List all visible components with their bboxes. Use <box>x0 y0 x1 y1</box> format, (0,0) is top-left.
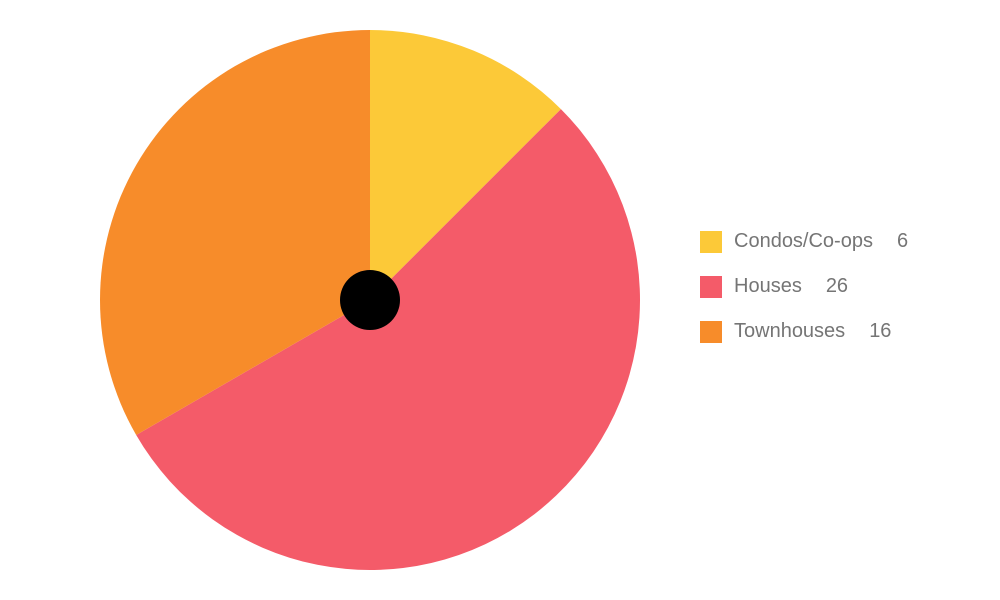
legend-item: Townhouses 16 <box>700 320 908 343</box>
legend-value: 26 <box>826 275 848 298</box>
legend-swatch <box>700 321 722 343</box>
legend-item: Houses 26 <box>700 275 908 298</box>
legend-value: 16 <box>869 320 891 343</box>
legend-value: 6 <box>897 230 908 253</box>
legend-swatch <box>700 231 722 253</box>
legend-swatch <box>700 276 722 298</box>
legend-item: Condos/Co-ops 6 <box>700 230 908 253</box>
legend: Condos/Co-ops 6 Houses 26 Townhouses 16 <box>700 230 908 365</box>
legend-label: Condos/Co-ops <box>734 230 873 253</box>
pie-center-hole <box>340 270 400 330</box>
legend-label: Houses <box>734 275 802 298</box>
legend-label: Townhouses <box>734 320 845 343</box>
pie-chart <box>100 30 640 570</box>
pie-chart-container: Condos/Co-ops 6 Houses 26 Townhouses 16 <box>0 0 1000 600</box>
